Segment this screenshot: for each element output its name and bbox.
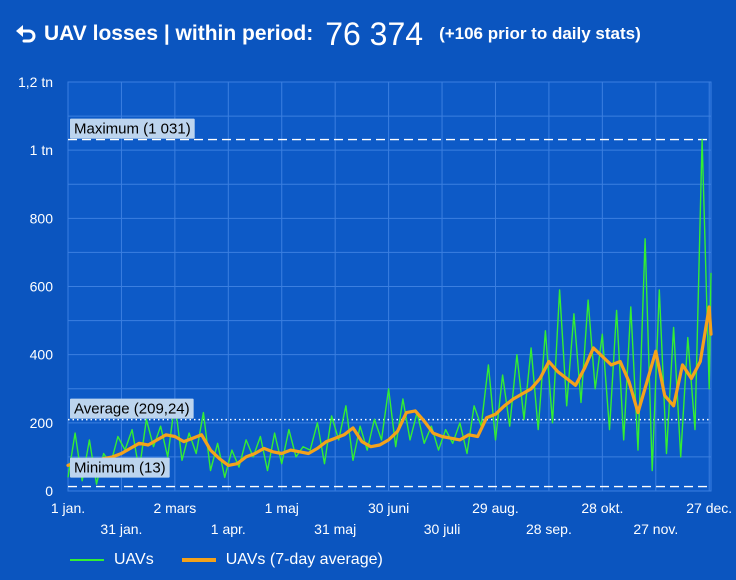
legend-item-uavs[interactable]: UAVs [70, 551, 154, 569]
legend-swatch-uavs-7-day-average [181, 558, 216, 562]
y-tick-label: 400 [30, 347, 54, 363]
x-tick-label: 1 maj [265, 500, 299, 516]
y-tick-label: 1,2 tn [18, 74, 53, 90]
x-tick-label: 1 apr. [211, 521, 246, 537]
ref-label-text: Average (209,24) [74, 401, 190, 418]
ref-label-box [70, 118, 195, 139]
reference-labels: Maximum (1 031) Average (209,24) Minimum (… [70, 118, 195, 478]
ref-label-box [70, 457, 170, 478]
y-tick-label: 800 [30, 210, 54, 226]
ref-label-average: Average (209,24) [70, 398, 194, 419]
page-title: UAV losses | within period: [44, 22, 314, 45]
x-tick-label: 27 nov. [633, 521, 678, 537]
y-axis-labels: 0 200 400 600 800 1 tn 1,2 tn [18, 74, 53, 499]
y-tick-label: 0 [45, 483, 53, 499]
grid-lines [67, 81, 711, 492]
reference-lines [68, 138, 711, 488]
x-axis-labels: 1 jan. 2 mars 1 maj 30 juni 29 aug. 28 okt. 27… [51, 500, 732, 537]
ref-label-text: Maximum (1 031) [74, 121, 191, 138]
header: UAV losses | within period: 76 374 (+106… [14, 14, 641, 54]
x-tick-label: 2 mars [153, 500, 196, 516]
ref-label-minimum: Minimum (13) [70, 457, 170, 478]
ref-label-box [70, 398, 194, 419]
back-arrow-icon[interactable] [14, 22, 38, 46]
x-tick-label: 28 sep. [526, 521, 572, 537]
x-tick-label: 30 juli [424, 521, 461, 537]
legend-item-uavs-7-day-average[interactable]: UAVs (7-day average) [181, 551, 383, 569]
y-tick-label: 200 [30, 415, 54, 431]
x-tick-label: 31 maj [314, 521, 356, 537]
ref-label-maximum: Maximum (1 031) [70, 118, 195, 139]
x-tick-label: 1 jan. [51, 500, 85, 516]
x-tick-label: 27 dec. [686, 500, 732, 516]
x-tick-label: 29 aug. [472, 500, 519, 516]
x-tick-label: 30 juni [368, 500, 409, 516]
legend-label-uavs-7-day-average: UAVs (7-day average) [225, 551, 383, 568]
legend: UAVs UAVs (7-day average) [70, 548, 411, 572]
x-tick-label: 31 jan. [100, 521, 142, 537]
x-tick-label: 28 okt. [581, 500, 623, 516]
y-tick-label: 1 tn [30, 142, 53, 158]
prior-note: (+106 prior to daily stats) [439, 24, 641, 43]
legend-swatch-uavs [70, 559, 104, 561]
total-count: 76 374 [325, 15, 424, 52]
y-tick-label: 600 [30, 279, 54, 295]
ref-label-text: Minimum (13) [74, 460, 166, 477]
legend-label-uavs: UAVs [114, 551, 154, 568]
series-line-uavs-7-day-average[interactable] [66, 305, 713, 467]
